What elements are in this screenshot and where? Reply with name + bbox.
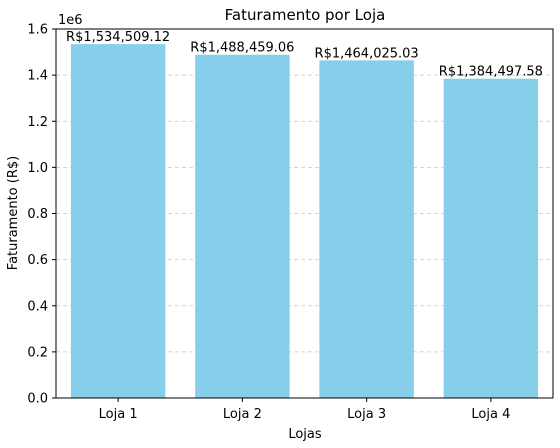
data-labels: R$1,534,509.12 R$1,488,459.06 R$1,464,025.…	[66, 30, 543, 80]
chart-title: Faturamento por Loja	[225, 6, 386, 24]
x-tick-label: Loja 3	[347, 407, 386, 422]
bar	[195, 54, 290, 399]
data-label: R$1,464,025.03	[315, 46, 419, 61]
x-axis-label: Lojas	[288, 427, 322, 442]
data-label: R$1,534,509.12	[66, 30, 170, 45]
x-axis: Loja 1 Loja 2 Loja 3 Loja 4	[99, 398, 510, 422]
x-tick-label: Loja 4	[471, 407, 510, 422]
bar	[443, 78, 539, 398]
y-tick-label: 0.2	[27, 345, 48, 360]
y-tick-label: 0.8	[27, 207, 48, 222]
y-scale-label: 1e6	[58, 13, 83, 28]
x-tick-label: Loja 1	[99, 407, 138, 422]
y-tick-label: 0.4	[27, 299, 48, 314]
y-tick-label: 1.6	[27, 23, 48, 38]
data-label: R$1,384,497.58	[439, 65, 543, 80]
data-label: R$1,488,459.06	[190, 41, 294, 56]
y-tick-label: 1.0	[27, 161, 48, 176]
y-tick-label: 1.2	[27, 115, 48, 130]
plot-frame	[55, 28, 554, 399]
y-axis-label: Faturamento (R$)	[6, 156, 21, 270]
y-tick-label: 0.6	[27, 253, 48, 268]
bar	[319, 60, 414, 399]
x-tick-label: Loja 2	[223, 407, 262, 422]
y-tick-label: 0.0	[27, 392, 48, 407]
y-axis: 0.0 0.2 0.4 0.6 0.8 1.0 1.2 1.4 1.6	[27, 23, 56, 407]
bar	[70, 44, 166, 399]
bars	[70, 44, 539, 399]
y-tick-label: 1.4	[27, 69, 48, 84]
